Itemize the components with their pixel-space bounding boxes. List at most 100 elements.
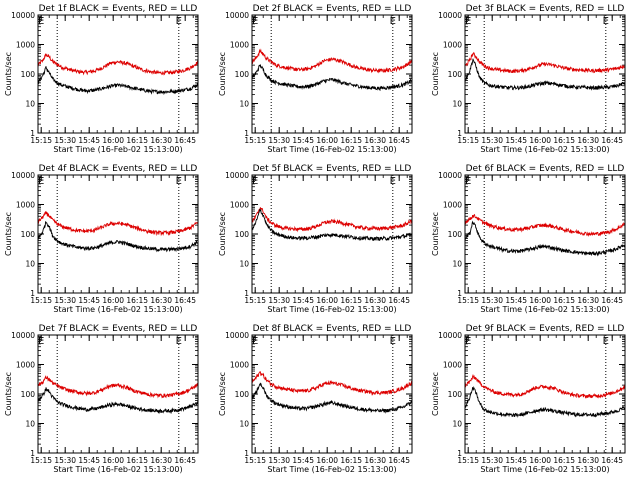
y-tick-label: 10000	[11, 331, 35, 340]
interval-marker: E	[390, 176, 396, 187]
x-tick-label: 16:30	[577, 456, 599, 465]
x-tick-label: 15:30	[54, 296, 76, 305]
plot-frame	[37, 14, 199, 134]
series-lld	[37, 375, 199, 399]
x-axis-title: Start Time (16-Feb-02 15:13:00)	[267, 145, 396, 154]
panel-title: Det 4f BLACK = Events, RED = LLD	[39, 164, 198, 174]
x-tick-label: 16:00	[529, 456, 551, 465]
x-tick-label: 16:30	[150, 296, 172, 305]
series-lld	[464, 374, 626, 399]
y-tick-label: 1000	[230, 201, 249, 210]
y-tick-label: 100	[235, 390, 250, 399]
x-tick-label: 15:15	[457, 456, 479, 465]
series-events	[37, 221, 199, 253]
y-tick-label: 1	[244, 449, 249, 458]
series-lld	[37, 211, 199, 237]
x-tick-label: 15:30	[268, 136, 290, 145]
x-tick-label: 16:30	[364, 456, 386, 465]
x-axis-title: Start Time (16-Feb-02 15:13:00)	[480, 305, 609, 314]
x-tick-label: 16:00	[102, 296, 124, 305]
y-tick-label: 1000	[443, 41, 462, 50]
y-tick-label: 1000	[443, 361, 462, 370]
x-tick-label: 15:45	[292, 296, 314, 305]
x-tick-label: 16:15	[340, 456, 362, 465]
y-axis-title: Counts/sec	[4, 212, 13, 256]
y-axis-title: Counts/sec	[4, 52, 13, 96]
panel-title: Det 9f BLACK = Events, RED = LLD	[466, 324, 625, 334]
x-tick-label: 15:30	[481, 456, 503, 465]
y-tick-label: 10000	[11, 11, 35, 20]
series-events	[251, 382, 413, 414]
y-tick-label: 10000	[438, 171, 462, 180]
y-tick-label: 1	[30, 289, 35, 298]
series-lld	[251, 207, 413, 233]
interval-marker: E	[390, 16, 396, 27]
y-tick-label: 100	[21, 230, 36, 239]
x-tick-label: 15:15	[244, 296, 266, 305]
panel-title: Det 7f BLACK = Events, RED = LLD	[39, 324, 198, 334]
x-tick-label: 15:15	[457, 296, 479, 305]
y-tick-label: 10	[239, 100, 249, 109]
panel-det-4: Det 4f BLACK = Events, RED = LLD 1 10 100 10…	[4, 164, 199, 314]
y-tick-label: 100	[235, 70, 250, 79]
plot-frame	[464, 14, 626, 134]
plot-frame	[251, 174, 413, 294]
plot-frame	[464, 174, 626, 294]
y-tick-label: 1000	[16, 41, 35, 50]
panel-det-9: Det 9f BLACK = Events, RED = LLD 1 10 100 10…	[431, 324, 626, 474]
x-tick-label: 16:15	[126, 296, 148, 305]
y-tick-label: 100	[448, 70, 463, 79]
y-axis-title: Counts/sec	[431, 372, 440, 416]
x-tick-label: 15:45	[505, 296, 527, 305]
plot-frame	[251, 334, 413, 454]
series-events	[464, 220, 626, 257]
x-tick-label: 15:15	[30, 136, 52, 145]
x-tick-label: 15:15	[244, 136, 266, 145]
series-events	[464, 385, 626, 418]
panel-det-8: Det 8f BLACK = Events, RED = LLD 1 10 100 10…	[218, 324, 413, 474]
panel-title: Det 6f BLACK = Events, RED = LLD	[466, 164, 625, 174]
interval-marker: E	[176, 176, 182, 187]
y-tick-label: 10	[25, 100, 35, 109]
x-tick-label: 16:15	[340, 296, 362, 305]
x-tick-label: 16:15	[340, 136, 362, 145]
y-tick-label: 100	[448, 390, 463, 399]
x-tick-label: 16:00	[529, 296, 551, 305]
series-events	[251, 64, 413, 92]
series-lld	[251, 371, 413, 396]
series-events	[464, 58, 626, 91]
y-tick-label: 10000	[438, 11, 462, 20]
x-tick-label: 15:30	[481, 296, 503, 305]
y-tick-label: 1000	[16, 201, 35, 210]
y-tick-label: 1	[30, 129, 35, 138]
interval-marker: E	[465, 176, 471, 187]
x-tick-label: 16:30	[577, 136, 599, 145]
panel-title: Det 5f BLACK = Events, RED = LLD	[253, 164, 412, 174]
interval-marker: E	[390, 336, 396, 347]
interval-marker: E	[603, 176, 609, 187]
interval-marker: E	[252, 176, 258, 187]
plot-frame	[464, 334, 626, 454]
x-tick-label: 16:15	[553, 136, 575, 145]
x-tick-label: 16:30	[150, 456, 172, 465]
series-lld	[464, 213, 626, 238]
x-tick-label: 15:15	[30, 456, 52, 465]
plot-frame	[37, 334, 199, 454]
interval-marker: E	[38, 176, 44, 187]
x-axis-title: Start Time (16-Feb-02 15:13:00)	[267, 465, 396, 474]
y-tick-label: 1000	[230, 361, 249, 370]
series-events	[37, 387, 199, 415]
x-tick-label: 16:45	[388, 296, 410, 305]
x-tick-label: 15:45	[292, 136, 314, 145]
x-tick-label: 16:30	[364, 136, 386, 145]
y-tick-label: 100	[21, 390, 36, 399]
y-tick-label: 10000	[225, 331, 249, 340]
y-tick-label: 10	[452, 100, 462, 109]
x-axis-title: Start Time (16-Feb-02 15:13:00)	[53, 305, 182, 314]
panel-det-3: Det 3f BLACK = Events, RED = LLD 1 10 100 10…	[431, 4, 626, 154]
panel-det-1: Det 1f BLACK = Events, RED = LLD 1 10 100 10…	[4, 4, 199, 154]
y-tick-label: 10	[25, 420, 35, 429]
y-tick-label: 1000	[230, 41, 249, 50]
plot-frame	[37, 174, 199, 294]
interval-marker: E	[465, 16, 471, 27]
